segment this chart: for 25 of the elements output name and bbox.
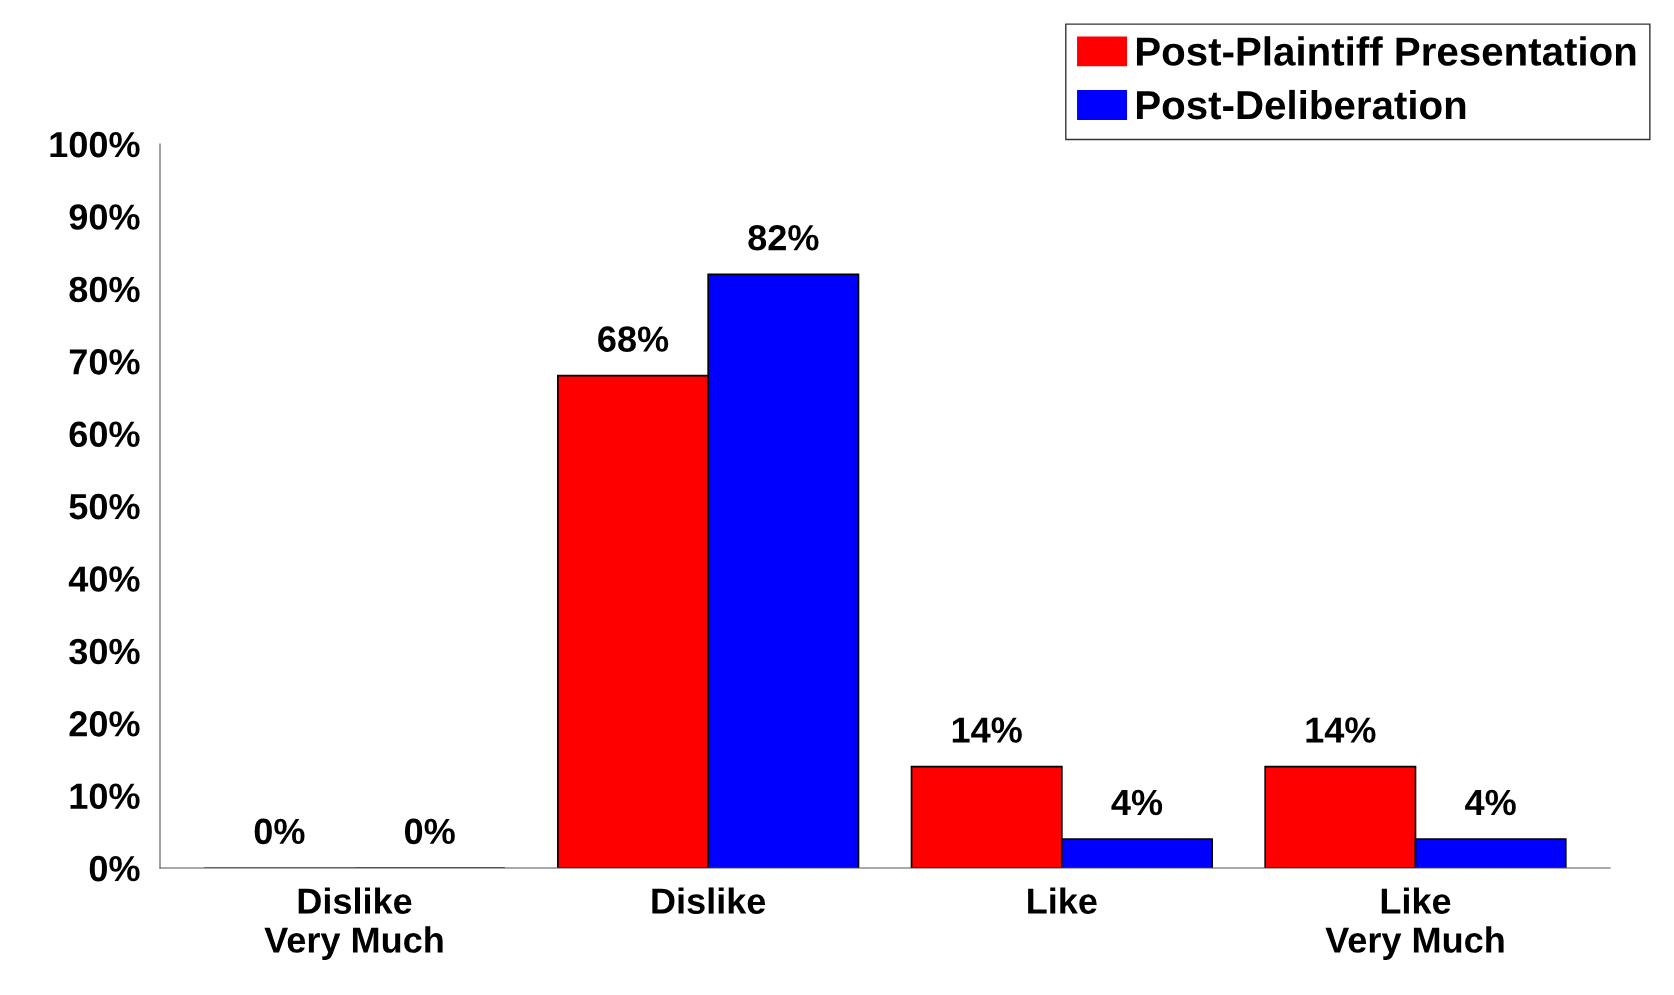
data-label: 0% (254, 818, 305, 845)
x-tick-label: Like (1028, 887, 1097, 914)
y-tick-label: 0% (89, 855, 140, 882)
y-tick-label: 60% (69, 421, 140, 448)
y-tick-label: 10% (70, 783, 140, 810)
data-label: 68% (598, 326, 669, 352)
y-tick-label: 90% (69, 204, 140, 230)
y-tick-label: 30% (69, 638, 140, 665)
legend-label: Post-Plaintiff Presentation (1136, 36, 1636, 66)
data-label: 14% (1306, 717, 1376, 743)
y-tick-label: 100% (50, 131, 140, 158)
legend-label: Post-Deliberation (1136, 89, 1466, 120)
data-label: 82% (748, 224, 819, 251)
y-tick-label: 20% (69, 711, 140, 737)
y-tick-label: 80% (69, 276, 140, 303)
x-tick-label: Like Very Much (1325, 887, 1504, 960)
data-label: 0% (405, 818, 455, 845)
data-label: 4% (1465, 789, 1516, 816)
data-label: 4% (1111, 789, 1163, 816)
data-label: 14% (952, 717, 1022, 743)
y-tick-label: 70% (69, 349, 140, 375)
y-tick-label: 40% (68, 566, 140, 592)
x-tick-label: Dislike Very Much (264, 887, 443, 960)
y-tick-label: 50% (69, 493, 140, 520)
x-tick-label: Dislike (652, 887, 766, 914)
